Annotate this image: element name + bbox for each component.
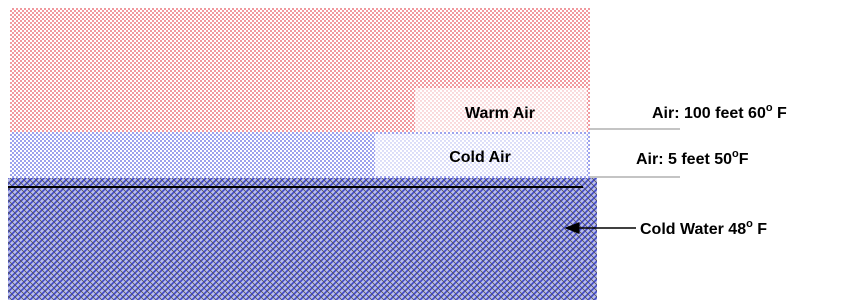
warm-air-reading: Air: 100 feet 60o F: [652, 102, 787, 122]
label-text: Cold Water 48: [640, 221, 746, 238]
label-unit: F: [773, 105, 787, 122]
cold-air-label: Cold Air: [449, 149, 511, 166]
water-layer: [8, 178, 597, 300]
cold-air-reading: Air: 5 feet 50oF: [636, 148, 749, 168]
label-text: Air: 100 feet 60: [652, 105, 766, 122]
diagram: Warm Air Cold Air Air: 100 feet 60o F Ai…: [0, 0, 843, 303]
label-unit: F: [753, 221, 767, 238]
warm-air-label: Warm Air: [465, 105, 535, 122]
water-reading: Cold Water 48o F: [640, 218, 767, 238]
label-text: Air: 5 feet 50: [636, 151, 732, 168]
label-unit: F: [739, 151, 749, 168]
